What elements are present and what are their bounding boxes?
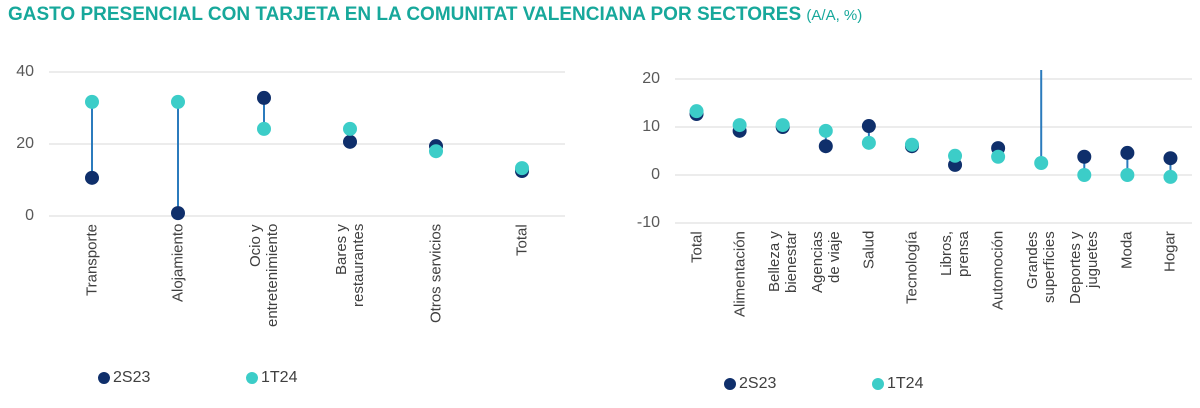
- dot: [1077, 168, 1092, 182]
- dot: [861, 119, 876, 134]
- x-tick-label: Tecnología: [903, 231, 921, 304]
- dot: [1034, 48, 1048, 62]
- x-tick-label: Belleza y bienestar: [765, 231, 800, 293]
- x-tick-label: Total: [513, 224, 531, 256]
- dot: [343, 121, 357, 136]
- dot: [171, 94, 185, 109]
- dot: [1034, 156, 1049, 170]
- plot-area: [85, 90, 529, 221]
- title-block: GASTO PRESENCIAL CON TARJETA EN LA COMUN…: [8, 4, 862, 26]
- legend-marker: [246, 372, 258, 384]
- dot: [904, 137, 919, 152]
- x-tick-label: Grandes superficies: [1024, 231, 1059, 303]
- dot: [775, 118, 790, 133]
- x-tick-label: Otros servicios: [427, 224, 445, 324]
- x-tick-label: Hogar: [1161, 231, 1179, 272]
- dot: [1163, 151, 1178, 166]
- y-tick-label: 20: [16, 135, 34, 152]
- x-tick-label: Automoción: [989, 231, 1007, 311]
- x-tick-label: Transporte: [83, 224, 101, 296]
- dot: [948, 148, 963, 163]
- x-tick-label: Bares y restaurantes: [333, 224, 367, 308]
- x-tick-label: Deportes y juguetes: [1067, 231, 1102, 304]
- y-tick-label: 40: [16, 63, 34, 80]
- dot: [343, 134, 357, 149]
- legend-marker: [724, 378, 736, 390]
- x-tick-label: Moda: [1118, 231, 1136, 269]
- y-tick-label: 0: [651, 166, 660, 183]
- dot: [818, 123, 833, 138]
- y-tick-label: -10: [637, 214, 660, 231]
- dot: [1120, 168, 1135, 182]
- plot-area: [689, 48, 1178, 184]
- legend-label: 2S23: [739, 375, 776, 392]
- y-tick-label: 0: [25, 207, 34, 224]
- dot: [257, 90, 271, 105]
- title: GASTO PRESENCIAL CON TARJETA EN LA COMUN…: [8, 4, 802, 25]
- x-tick-label: Alimentación: [731, 231, 749, 317]
- y-tick-label: 20: [642, 70, 660, 87]
- x-tick-label: Ocio y entretenimiento: [247, 224, 281, 328]
- legend-label: 1T24: [887, 375, 924, 392]
- legend-label: 1T24: [261, 369, 298, 386]
- legend-marker: [872, 378, 884, 390]
- x-tick-label: Salud: [860, 231, 878, 270]
- dot: [732, 118, 747, 133]
- dot: [429, 144, 443, 159]
- x-tick-label: Alojamiento: [169, 224, 187, 303]
- dot: [1163, 169, 1178, 184]
- legend-label: 2S23: [113, 369, 150, 386]
- dot: [85, 94, 99, 109]
- y-tick-label: 10: [642, 118, 660, 135]
- dot: [85, 170, 99, 185]
- dot: [171, 206, 185, 221]
- dot: [1077, 149, 1092, 164]
- title-unit: (A/A, %): [806, 7, 863, 24]
- x-tick-label: Agencias de viaje: [808, 231, 843, 293]
- x-tick-label: Libros, prensa: [938, 231, 973, 277]
- dot: [689, 104, 704, 119]
- legend-marker: [98, 372, 110, 384]
- x-tick-label: Total: [688, 231, 706, 263]
- dot: [861, 135, 876, 150]
- dot: [1120, 145, 1135, 160]
- dot: [515, 161, 529, 176]
- dot: [818, 139, 833, 154]
- dot: [257, 121, 271, 136]
- dot: [991, 149, 1006, 164]
